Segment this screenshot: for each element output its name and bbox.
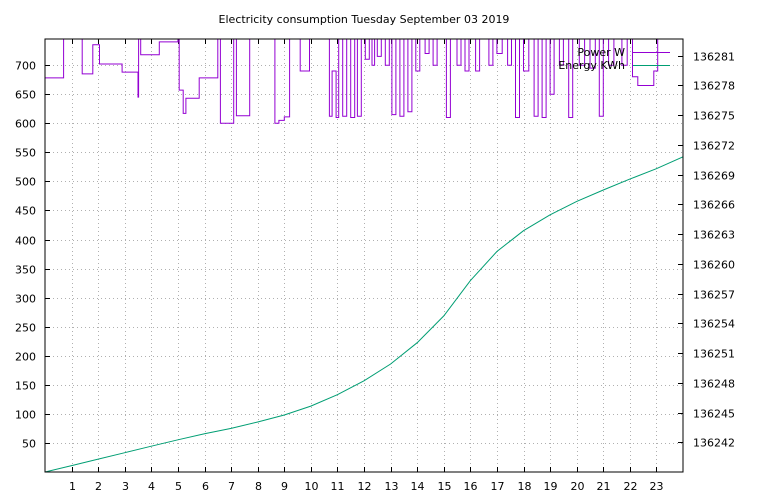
y2-tick-label: 136272 [693, 140, 735, 153]
y2-tick-label: 136260 [693, 259, 735, 272]
y-tick-label: 600 [15, 118, 36, 131]
x-tick-label: 2 [95, 480, 102, 493]
x-tick-label: 1 [69, 480, 76, 493]
y-tick-label: 700 [15, 60, 36, 73]
y2-tick-label: 136245 [693, 408, 735, 421]
x-tick-label: 17 [491, 480, 505, 493]
legend-label: Energy KWh [558, 59, 625, 72]
y-tick-label: 100 [15, 409, 36, 422]
y-tick-label: 650 [15, 89, 36, 102]
y2-tick-label: 136263 [693, 229, 735, 242]
x-tick-label: 8 [255, 480, 262, 493]
series-group [45, 39, 683, 472]
series-line-energy-kwh [45, 156, 683, 472]
x-tick-label: 3 [122, 480, 129, 493]
chart-title: Electricity consumption Tuesday Septembe… [219, 13, 510, 26]
x-tick-label: 22 [624, 480, 638, 493]
y2-tick-label: 136254 [693, 318, 735, 331]
y2-tick-label: 136266 [693, 199, 735, 212]
series-line-power-w [45, 39, 659, 124]
y-tick-label: 500 [15, 176, 36, 189]
x-tick-label: 12 [358, 480, 372, 493]
y-tick-label: 200 [15, 351, 36, 364]
x-tick-label: 5 [175, 480, 182, 493]
x-tick-label: 13 [385, 480, 399, 493]
x-tick-label: 14 [411, 480, 425, 493]
y2-tick-label: 136281 [693, 51, 735, 64]
x-tick-label: 23 [650, 480, 664, 493]
y2-tick-label: 136257 [693, 289, 735, 302]
x-tick-label: 15 [438, 480, 452, 493]
y2-axis-ticks: 136242 136245 136248 136251 136254 136257 1362… [678, 51, 735, 450]
y2-tick-label: 136242 [693, 437, 735, 450]
x-tick-label: 7 [228, 480, 235, 493]
y2-tick-label: 136269 [693, 170, 735, 183]
x-tick-label: 4 [148, 480, 155, 493]
legend-label: Power W [577, 46, 625, 59]
y-tick-label: 550 [15, 147, 36, 160]
y2-tick-label: 136278 [693, 80, 735, 93]
y-tick-label: 350 [15, 264, 36, 277]
y2-tick-label: 136251 [693, 348, 735, 361]
y-tick-label: 300 [15, 293, 36, 306]
y-axis-ticks: 50 100 150 200 250 300 350 400 450 500 550 600 650 70… [15, 60, 50, 451]
y-tick-label: 400 [15, 235, 36, 248]
x-tick-label: 20 [571, 480, 585, 493]
x-tick-label: 18 [518, 480, 532, 493]
y-tick-label: 250 [15, 322, 36, 335]
y-tick-label: 450 [15, 205, 36, 218]
y2-tick-label: 136248 [693, 378, 735, 391]
x-tick-label: 6 [202, 480, 209, 493]
grid-lines [45, 39, 683, 472]
plot-area-border [44, 38, 684, 473]
x-tick-label: 9 [281, 480, 288, 493]
y-tick-label: 150 [15, 380, 36, 393]
y-tick-label: 50 [22, 438, 36, 451]
x-tick-label: 19 [544, 480, 558, 493]
y2-tick-label: 136275 [693, 110, 735, 123]
x-axis-ticks: 1 2 3 4 5 6 7 8 9 10 11 12 13 14 15 16 17 18 19 20 21 22 23 [69, 39, 664, 493]
x-tick-label: 21 [597, 480, 611, 493]
x-tick-label: 10 [305, 480, 319, 493]
x-tick-label: 16 [464, 480, 478, 493]
x-tick-label: 11 [331, 480, 345, 493]
